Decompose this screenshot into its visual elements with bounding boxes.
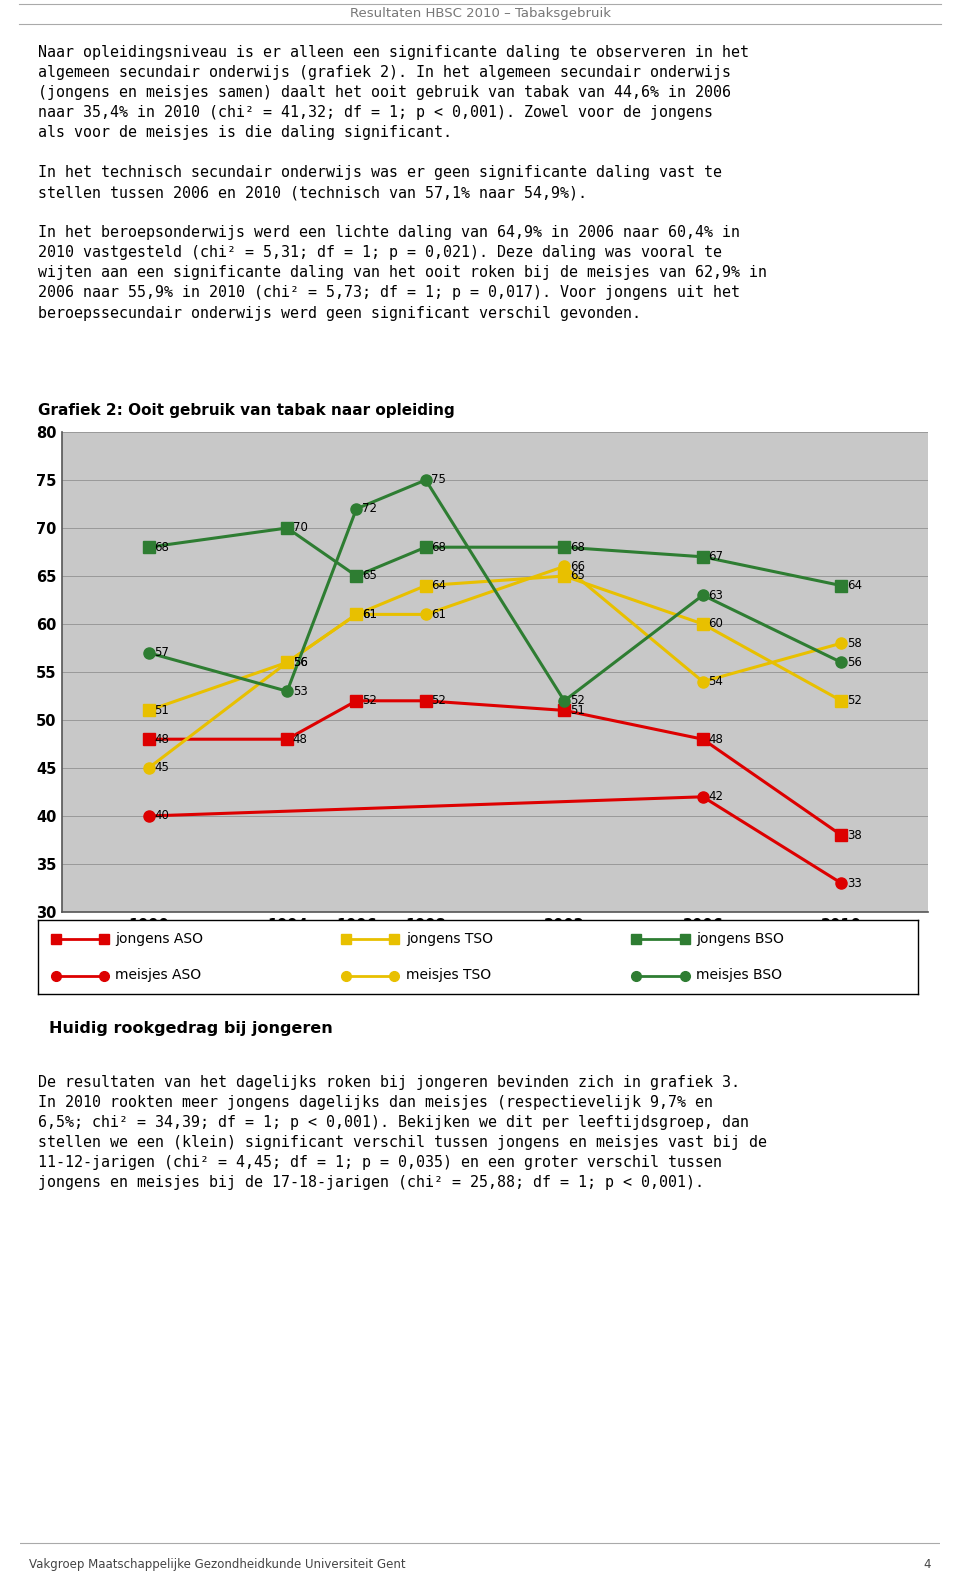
Text: 54: 54	[708, 675, 723, 688]
Text: 48: 48	[293, 732, 307, 746]
Text: 68: 68	[155, 541, 169, 554]
Text: De resultaten van het dagelijks roken bij jongeren bevinden zich in grafiek 3.
I: De resultaten van het dagelijks roken bi…	[38, 1075, 767, 1190]
Text: 52: 52	[570, 694, 585, 707]
Text: 64: 64	[847, 579, 862, 592]
Text: 51: 51	[570, 704, 585, 716]
Text: 38: 38	[847, 828, 862, 841]
Text: 51: 51	[155, 704, 169, 716]
Text: 61: 61	[431, 608, 446, 620]
Text: 67: 67	[708, 551, 724, 563]
Text: 48: 48	[155, 732, 169, 746]
Text: 65: 65	[570, 570, 585, 582]
Text: meisjes TSO: meisjes TSO	[406, 969, 491, 983]
Text: 56: 56	[847, 656, 862, 669]
Text: 52: 52	[362, 694, 377, 707]
Text: meisjes ASO: meisjes ASO	[115, 969, 202, 983]
Text: 64: 64	[431, 579, 446, 592]
Text: Huidig rookgedrag bij jongeren: Huidig rookgedrag bij jongeren	[49, 1021, 332, 1037]
Text: 68: 68	[570, 541, 585, 554]
Text: 63: 63	[708, 589, 723, 601]
Text: 40: 40	[155, 810, 169, 822]
Text: 75: 75	[431, 473, 446, 486]
Text: 45: 45	[155, 762, 169, 775]
Text: 42: 42	[708, 791, 724, 803]
Text: 58: 58	[847, 636, 862, 650]
Text: 52: 52	[847, 694, 862, 707]
Text: jongens ASO: jongens ASO	[115, 931, 204, 945]
Text: jongens TSO: jongens TSO	[406, 931, 492, 945]
Text: 61: 61	[362, 608, 377, 620]
Text: 4: 4	[924, 1557, 931, 1572]
Text: 33: 33	[847, 877, 862, 890]
Text: 57: 57	[155, 647, 169, 660]
Text: meisjes BSO: meisjes BSO	[696, 969, 782, 983]
Text: Vakgroep Maatschappelijke Gezondheidkunde Universiteit Gent: Vakgroep Maatschappelijke Gezondheidkund…	[29, 1557, 406, 1572]
Text: jongens BSO: jongens BSO	[696, 931, 784, 945]
Text: 61: 61	[362, 608, 377, 620]
Text: Resultaten HBSC 2010 – Tabaksgebruik: Resultaten HBSC 2010 – Tabaksgebruik	[349, 8, 611, 21]
Text: 60: 60	[708, 617, 723, 631]
Text: 66: 66	[570, 560, 585, 573]
Text: 65: 65	[362, 570, 377, 582]
Text: 48: 48	[708, 732, 723, 746]
Text: 68: 68	[431, 541, 446, 554]
Text: Naar opleidingsniveau is er alleen een significante daling te observeren in het
: Naar opleidingsniveau is er alleen een s…	[38, 46, 767, 320]
Text: 52: 52	[431, 694, 446, 707]
Text: 56: 56	[293, 656, 307, 669]
Text: 56: 56	[293, 656, 307, 669]
Text: 70: 70	[293, 521, 307, 535]
Text: 53: 53	[293, 685, 307, 697]
Text: Grafiek 2: Ooit gebruik van tabak naar opleiding: Grafiek 2: Ooit gebruik van tabak naar o…	[38, 404, 455, 418]
Text: 72: 72	[362, 502, 377, 516]
